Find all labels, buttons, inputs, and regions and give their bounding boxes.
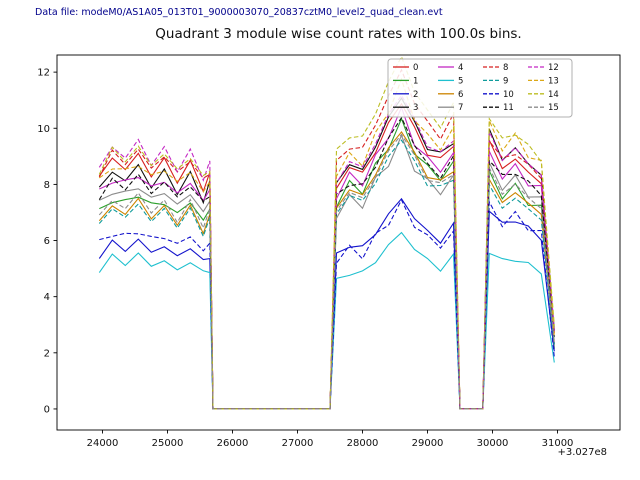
legend-label-4: 4: [458, 63, 463, 73]
y-tick-label: 10: [37, 124, 50, 135]
x-tick-label: 25000: [152, 438, 184, 449]
legend-label-12: 12: [548, 63, 559, 73]
legend-label-1: 1: [413, 76, 418, 86]
legend-box: [387, 58, 573, 118]
data-file-label: Data file: modeM0/AS1A05_013T01_90000030…: [35, 7, 443, 18]
legend-label-11: 11: [503, 103, 514, 113]
legend-label-5: 5: [458, 76, 463, 86]
series-line-5: [98, 231, 555, 410]
legend-label-6: 6: [458, 90, 463, 100]
series-line-4: [99, 105, 555, 410]
legend-label-0: 0: [413, 63, 418, 73]
series-line-8: [98, 68, 555, 410]
series-line-9: [98, 139, 555, 410]
series-line-15: [98, 133, 555, 410]
x-tick-label: 24000: [87, 438, 119, 449]
legend-label-14: 14: [548, 90, 559, 100]
legend-label-9: 9: [503, 76, 508, 86]
series-line-6: [98, 130, 555, 410]
series-line-2: [98, 197, 555, 410]
series-line-3: [98, 97, 555, 410]
x-tick-label: 28000: [347, 438, 379, 449]
series-line-11: [98, 116, 555, 410]
legend-label-8: 8: [503, 63, 508, 73]
chart-title: Quadrant 3 module wise count rates with …: [155, 26, 522, 42]
x-axis-offset-label: +3.027e8: [557, 447, 607, 458]
y-tick-label: 12: [37, 68, 50, 79]
series-line-13: [98, 77, 555, 410]
legend-label-3: 3: [413, 103, 418, 113]
legend-label-13: 13: [548, 76, 559, 86]
axes-frame: [56, 54, 621, 431]
legend-label-7: 7: [458, 103, 463, 113]
x-tick-label: 29000: [412, 438, 444, 449]
series-line-10: [99, 198, 555, 410]
y-tick-label: 4: [44, 292, 50, 303]
x-tick-label: 26000: [217, 438, 249, 449]
series-line-1: [99, 117, 555, 410]
legend-label-2: 2: [413, 90, 418, 100]
series-line-0: [98, 102, 555, 410]
series-line-12: [98, 94, 555, 410]
y-tick-label: 6: [44, 236, 50, 247]
x-tick-label: 31000: [542, 438, 574, 449]
x-tick-label: 30000: [477, 438, 509, 449]
y-tick-label: 8: [44, 180, 50, 191]
legend-label-15: 15: [548, 103, 559, 113]
series-line-14: [98, 55, 555, 410]
x-tick-label: 27000: [282, 438, 314, 449]
y-tick-label: 2: [44, 348, 50, 359]
y-tick-label: 0: [44, 404, 50, 415]
legend-label-10: 10: [503, 90, 514, 100]
